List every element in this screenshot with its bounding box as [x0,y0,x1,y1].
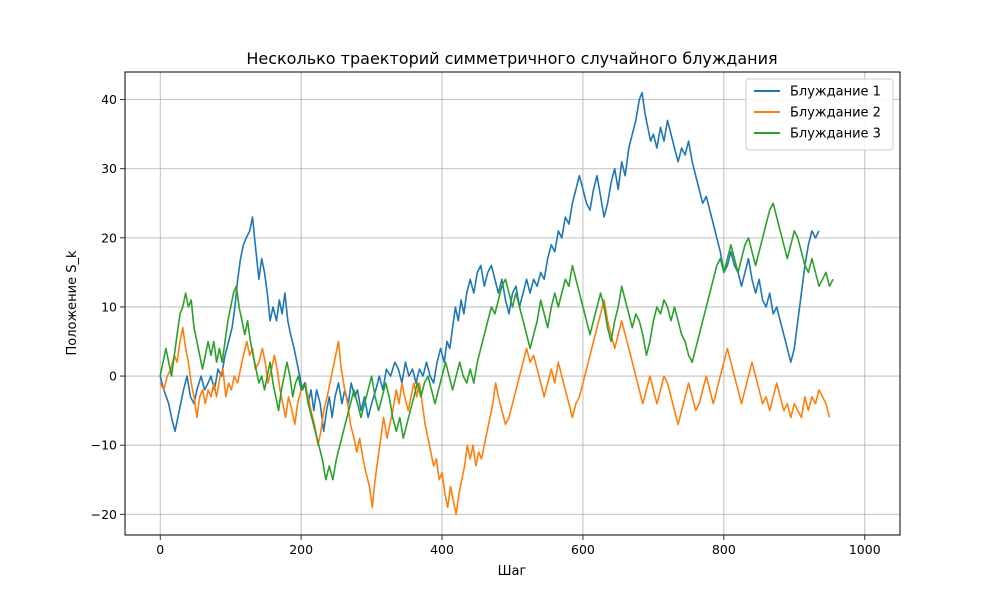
x-tick-label: 0 [156,542,164,557]
y-tick-label: −20 [91,507,117,522]
y-tick-label: 40 [101,92,117,107]
y-tick-label: −10 [91,438,117,453]
legend-label-1: Блуждание 1 [790,85,881,100]
axis-ticks: 0 200 400 600 800 1000 −20 −10 0 10 20 30 40 [91,92,881,557]
y-tick-label: 0 [109,369,117,384]
chart-title: Несколько траекторий симметричного случа… [246,49,777,68]
y-axis-label: Положение S_k [65,250,80,356]
series-lines [159,91,834,516]
x-tick-label: 800 [712,542,736,557]
x-tick-label: 1000 [849,542,881,557]
x-axis-label: Шаг [498,564,527,579]
legend: Блуждание 1 Блуждание 2 Блуждание 3 [745,78,894,151]
x-tick-label: 200 [289,542,313,557]
x-tick-label: 600 [571,542,595,557]
series-line-3 [159,202,834,481]
y-tick-label: 20 [101,230,117,245]
y-tick-label: 30 [101,161,117,176]
plot-area-frame [124,71,901,536]
legend-label-3: Блуждание 3 [790,127,881,142]
y-tick-label: 10 [101,299,117,314]
legend-label-2: Блуждание 2 [790,106,881,121]
x-tick-label: 400 [430,542,454,557]
series-line-1 [159,91,820,433]
legend-box [745,78,894,151]
series-line-2 [159,299,831,516]
